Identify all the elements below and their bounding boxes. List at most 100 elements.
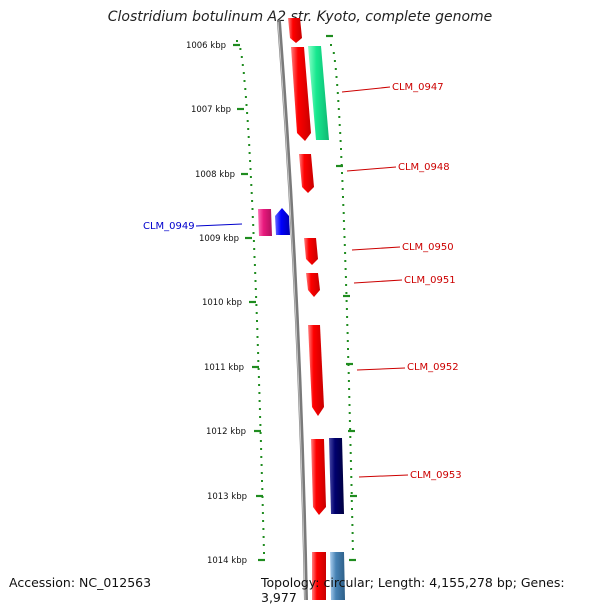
track-dot (250, 184, 253, 186)
genome-title: Clostridium botulinum A2 str. Kyoto, com… (107, 9, 493, 25)
gene-arrow-clm-0950[interactable] (304, 238, 318, 265)
gene-label-clm-0953[interactable]: CLM_0953 (410, 470, 462, 481)
ruler-label: 1011 kbp (204, 363, 244, 373)
track-dot (252, 240, 255, 242)
track-dot (261, 488, 264, 490)
gene-arrow-steel-blue[interactable] (330, 552, 345, 600)
track-dot (254, 280, 257, 282)
track-dot (258, 400, 261, 402)
track-dot (254, 272, 257, 274)
accession-label: Accession: NC_012563 (9, 575, 152, 590)
track-dot (253, 256, 256, 258)
track-dot (257, 360, 260, 362)
track-dot (348, 412, 351, 414)
gene-arrow-clm-0953[interactable] (311, 439, 326, 515)
track-dot (251, 208, 254, 210)
track-dot (338, 124, 341, 126)
track-dot (339, 140, 342, 142)
track-dot (351, 540, 354, 542)
track-dot (249, 160, 252, 162)
track-dot (240, 56, 243, 58)
gene-arrow[interactable] (288, 18, 302, 43)
gene-arrow-green[interactable] (308, 46, 329, 140)
gene-arrow-navy[interactable] (329, 438, 344, 514)
gene-arrow-clm-0952[interactable] (308, 325, 324, 416)
track-dot (256, 344, 259, 346)
track-dot (332, 52, 335, 54)
track-dot (348, 388, 351, 390)
gene-label-clm-0950[interactable]: CLM_0950 (402, 242, 454, 253)
track-dot (351, 524, 354, 526)
gene-arrow-clm-0949[interactable] (275, 208, 290, 235)
track-dot (343, 244, 346, 246)
gene-label-clm-0948[interactable]: CLM_0948 (398, 162, 450, 173)
gene-label-clm-0952[interactable]: CLM_0952 (407, 362, 459, 373)
track-dot (349, 452, 352, 454)
track-dot (348, 404, 351, 406)
track-dot (351, 508, 353, 510)
track-dot (338, 116, 341, 118)
gene-label-clm-0947[interactable]: CLM_0947 (392, 82, 444, 93)
track-dot (259, 424, 262, 426)
ruler-label: 1007 kbp (191, 105, 231, 115)
track-dot (349, 428, 352, 430)
ruler-tick (233, 34, 357, 562)
leader-line-clm-0952 (356, 367, 406, 371)
track-dot (261, 512, 264, 514)
track-dot (347, 372, 350, 374)
gene-arrow-clm-0947[interactable] (291, 47, 311, 141)
ruler-label: 1006 kbp (186, 41, 226, 51)
track-dot (344, 268, 347, 270)
gene-arrow-magenta[interactable] (258, 209, 272, 236)
track-dot (350, 468, 353, 470)
track-dot (341, 188, 344, 190)
track-dot (258, 384, 261, 386)
gene-label-clm-0951[interactable]: CLM_0951 (404, 275, 456, 286)
track-dot (256, 320, 258, 322)
track-dot (260, 464, 263, 466)
track-dot (351, 532, 354, 534)
gene-arrow-clm-0951[interactable] (306, 273, 320, 297)
track-dot (258, 392, 261, 394)
track-dot (257, 376, 260, 378)
track-dot (343, 228, 346, 230)
track-dot (250, 192, 253, 194)
track-dot (348, 420, 351, 422)
ruler-label: 1012 kbp (206, 427, 246, 437)
track-dot (348, 396, 351, 398)
track-dot (341, 172, 343, 174)
track-dot (344, 252, 347, 254)
track-dot (345, 308, 348, 310)
track-dot (347, 348, 349, 350)
track-dot (340, 148, 342, 150)
track-dot (242, 72, 245, 74)
track-dot (345, 284, 348, 286)
gene-arrow-clm-0948[interactable] (299, 154, 314, 193)
track-dot (252, 232, 255, 234)
track-dot (248, 144, 251, 146)
track-dot (342, 204, 345, 206)
leader-line-clm-0951 (353, 279, 403, 284)
track-dot (344, 260, 347, 262)
track-dot (345, 292, 348, 294)
track-dot (252, 224, 255, 226)
track-dot (261, 480, 263, 482)
track-dot (255, 304, 258, 306)
track-dot (247, 128, 250, 130)
ruler-label: 1008 kbp (195, 170, 235, 180)
track-dot (247, 136, 250, 138)
track-dot (254, 288, 257, 290)
track-dot (257, 352, 260, 354)
ruler-label: 1014 kbp (207, 556, 247, 566)
track-dot (262, 528, 265, 530)
track-dot (351, 516, 354, 518)
outer-dotted-track (330, 44, 354, 550)
ruler-label: 1013 kbp (207, 492, 247, 502)
track-dot (336, 84, 339, 86)
gene-label-clm-0949[interactable]: CLM_0949 (143, 221, 195, 232)
gene-arrow-bottom-red[interactable] (312, 552, 326, 600)
track-dot (253, 264, 256, 266)
track-dot (236, 40, 238, 42)
leader-line-clm-0947 (341, 86, 391, 93)
